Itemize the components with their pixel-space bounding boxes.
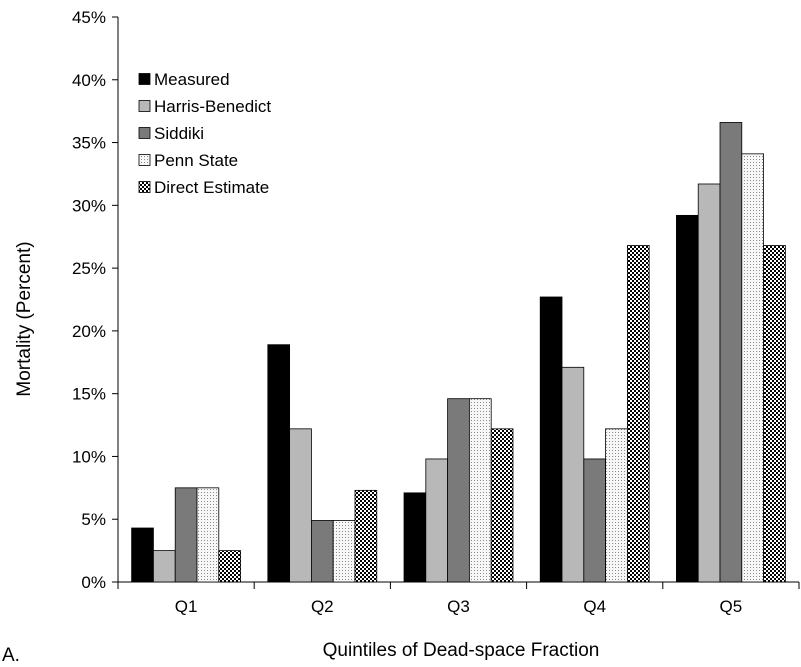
legend-swatch-harris-benedict [138,100,151,112]
legend-label-siddiki: Siddiki [154,124,204,143]
legend-swatch-siddiki [138,127,151,139]
y-tick-label: 25% [72,259,106,278]
bar-q5-harris-benedict [697,183,721,583]
x-tick-label: Q5 [720,597,743,616]
y-tick-label: 15% [72,385,106,404]
legend-label-penn-state: Penn State [154,151,238,170]
y-tick-label: 0% [81,573,106,592]
x-tick-label: Q1 [175,597,198,616]
bar-q5-siddiki [719,122,743,583]
legend-swatch-measured [138,73,151,85]
bar-q1-siddiki [174,487,198,583]
legend-swatch-penn-state [138,154,151,166]
bar-q2-penn-state [332,520,356,583]
y-tick-label: 35% [72,134,106,153]
bar-q4-penn-state [605,428,628,583]
y-tick-label: 5% [81,510,106,529]
bar-q5-measured [676,214,699,583]
bar-q1-direct-estimate [218,550,241,583]
bar-q3-penn-state [468,398,492,583]
bar-q5-direct-estimate [763,245,786,583]
y-axis-title: Mortality (Percent) [14,241,35,396]
legend-label-measured: Measured [154,70,230,89]
bar-q5-penn-state [741,153,764,583]
bar-q4-direct-estimate [626,245,650,583]
bar-q2-measured [267,344,291,583]
legend-label-harris-benedict: Harris-Benedict [154,97,271,116]
bar-q1-measured [131,527,154,583]
bar-q4-harris-benedict [561,366,585,583]
legend-swatch-direct-estimate [138,181,151,193]
x-axis: Q1 Q2 Q3 Q4 Q5 [117,581,800,616]
bar-q2-direct-estimate [354,489,378,583]
x-axis-title: Quintiles of Dead-space Fraction [323,640,600,661]
bars [131,122,786,583]
y-tick-label: 20% [72,322,106,341]
x-tick-label: Q4 [583,597,606,616]
bar-q1-penn-state [196,487,220,583]
bar-q2-siddiki [311,520,334,583]
bar-q3-measured [403,492,427,583]
y-axis: 0% 5% 10% 15% 20% 25% 30% 35% 40% 45% [72,8,119,592]
y-tick-label: 10% [72,447,106,466]
bar-q2-harris-benedict [289,428,312,583]
panel-label: A. [2,645,20,666]
bar-q1-harris-benedict [153,550,176,583]
bar-q3-direct-estimate [490,428,514,583]
x-tick-label: Q3 [447,597,470,616]
legend: Measured Harris-Benedict Siddiki Penn State… [138,70,271,197]
y-tick-label: 45% [72,8,106,27]
x-tick-label: Q2 [311,597,334,616]
bar-q4-siddiki [583,458,606,583]
legend-label-direct-estimate: Direct Estimate [154,178,269,197]
bar-q3-siddiki [447,398,470,583]
bar-q4-measured [539,296,563,583]
y-tick-label: 40% [72,71,106,90]
y-tick-label: 30% [72,196,106,215]
bar-q3-harris-benedict [425,458,449,583]
